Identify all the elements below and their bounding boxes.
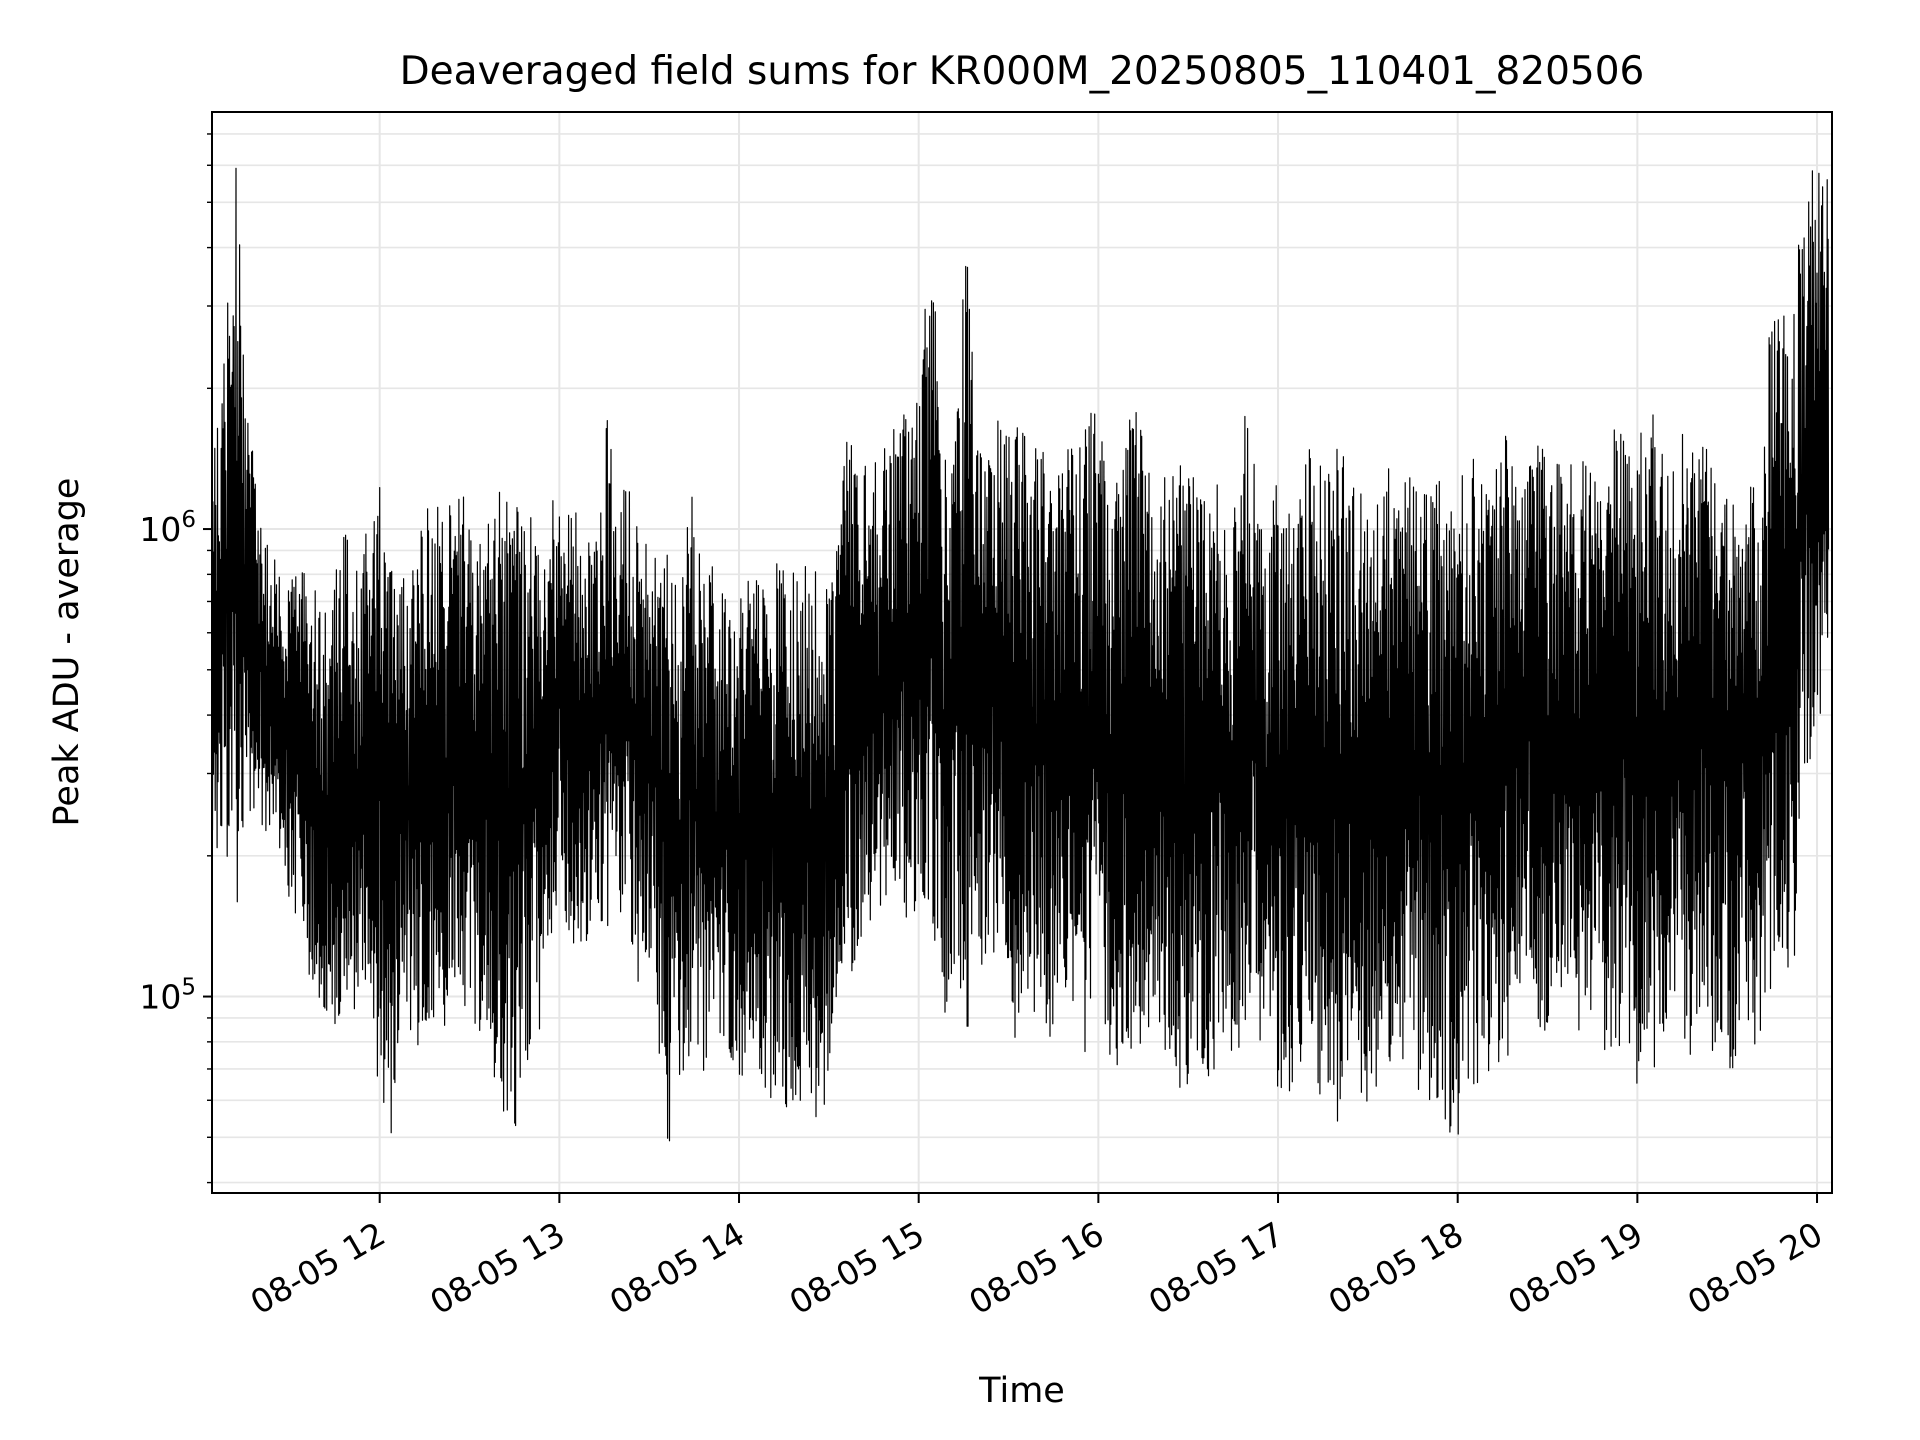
plot-frame [211, 111, 1833, 1194]
y-tick-label: 106 [139, 507, 196, 549]
chart-title: Deaveraged field sums for KR000M_2025080… [400, 49, 1645, 94]
plot-area [212, 167, 1830, 1142]
y-axis: 105 106 [139, 133, 212, 1184]
series-line-group [212, 167, 1830, 1142]
y-tick-label: 105 [139, 975, 196, 1017]
x-axis-label: Time [978, 1371, 1065, 1411]
series-line [212, 167, 1830, 1142]
y-axis-label: Peak ADU - average [47, 478, 87, 827]
